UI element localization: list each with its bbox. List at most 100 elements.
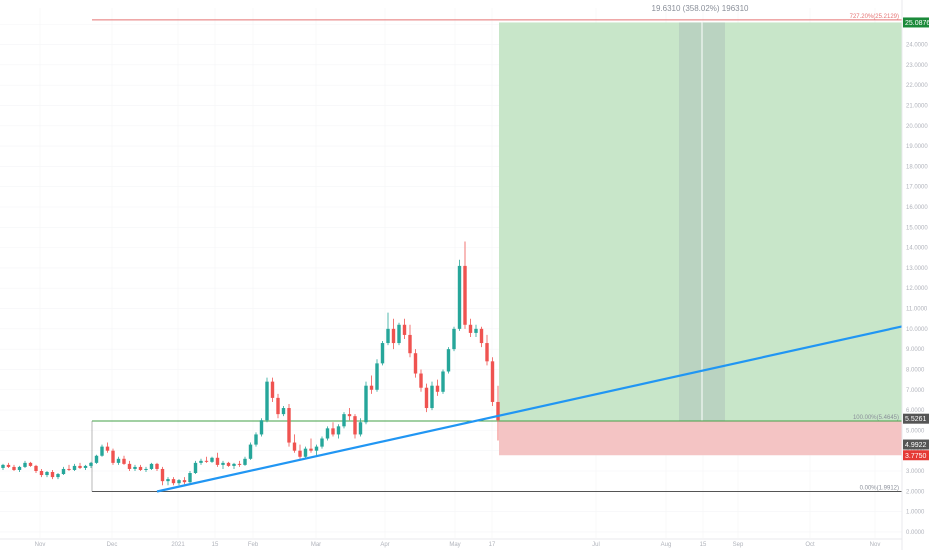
candle-body (127, 463, 132, 469)
candle (325, 426, 330, 441)
candle (160, 466, 165, 486)
candle (171, 477, 176, 486)
price-tag-label: 25.0876 (905, 20, 930, 27)
candle (276, 393, 280, 419)
candle (479, 326, 484, 348)
time-tick-label: Aug (661, 542, 672, 548)
candle (215, 452, 220, 467)
candle-body (468, 324, 473, 333)
candle (1, 463, 5, 470)
candle-body (364, 385, 368, 423)
candle-body (34, 465, 38, 471)
candle (270, 377, 275, 402)
price-tick-label: 19.0000 (906, 144, 928, 150)
price-tick-label: 8.0000 (906, 367, 925, 373)
candle (89, 461, 93, 468)
time-tick-label: 17 (489, 542, 496, 548)
price-tick-label: 9.0000 (906, 347, 925, 353)
price-tag: 3.7750 (903, 450, 929, 461)
fib-level-label: 100.00%(5.4645) (853, 415, 899, 421)
candle (199, 458, 203, 465)
candle (28, 461, 33, 467)
candle-body (182, 480, 187, 483)
candle-body (336, 426, 341, 435)
price-tag: 4.9922 (903, 439, 929, 450)
time-tick-label: 2021 (171, 542, 185, 548)
candle (254, 432, 258, 447)
candle (34, 464, 38, 474)
candle (496, 385, 500, 441)
candle-body (50, 472, 55, 478)
time-tick-label: Nov (35, 542, 46, 548)
time-axis[interactable]: Nov Dec 2021 15 Feb Mar Apr May 17 Jul Aug 15 Sep Oct… (0, 538, 902, 548)
candle-body (160, 468, 165, 482)
candle (144, 466, 148, 473)
candle-body (122, 458, 126, 464)
price-tick-label: 7.0000 (906, 388, 925, 394)
price-tick-label: 3.0000 (906, 469, 925, 475)
price-tag: 5.5261 (903, 413, 929, 424)
candle-body (12, 466, 16, 470)
candle (287, 403, 291, 447)
candle-body (287, 408, 291, 443)
candle (342, 412, 346, 429)
candle-body (276, 397, 280, 415)
candle-body (171, 479, 176, 484)
price-tick-label: 12.0000 (906, 286, 928, 292)
candle (188, 470, 192, 484)
time-tick-label: 15 (212, 542, 219, 548)
price-axis[interactable]: 25.000024.000023.000022.000021.000020.00… (901, 0, 932, 550)
price-tick-label: 21.0000 (906, 103, 928, 109)
candle (474, 324, 478, 337)
candle (435, 379, 440, 396)
candle-body (430, 385, 434, 409)
candle-body (45, 472, 49, 476)
time-tick-label: Feb (248, 542, 259, 548)
candle (100, 444, 104, 457)
trendline-segment[interactable] (156, 325, 903, 493)
candle (265, 377, 269, 423)
price-tick-label: 10.0000 (906, 327, 928, 333)
candle-body (144, 468, 148, 470)
price-tick-label: 13.0000 (906, 266, 928, 272)
trendline[interactable] (156, 325, 903, 493)
candle-body (320, 438, 324, 447)
candle-body (67, 468, 71, 470)
candle-body (83, 465, 88, 468)
candle (50, 469, 55, 480)
candle-body (413, 353, 418, 374)
candle-body (56, 474, 60, 478)
candle (243, 456, 247, 466)
time-tick-label: Apr (380, 542, 389, 548)
fib-level-label: 0.00%(1.9912) (860, 485, 899, 491)
candle-body (485, 343, 489, 362)
candle-body (342, 414, 346, 427)
candle-body (391, 328, 396, 344)
candle (56, 473, 60, 480)
price-tick-label: 15.0000 (906, 225, 928, 231)
candle-body (78, 465, 82, 468)
stop-loss-zone (499, 420, 902, 456)
candle (364, 381, 368, 425)
candle (441, 369, 445, 394)
candle (419, 369, 423, 392)
candle (83, 464, 88, 470)
price-tick-label: 16.0000 (906, 205, 928, 211)
candle-body (292, 442, 297, 451)
candle-body (474, 328, 478, 333)
candle-body (435, 385, 440, 392)
candle-body (419, 373, 423, 388)
candle-body (397, 324, 401, 344)
candle (122, 455, 126, 465)
price-tick-label: 20.0000 (906, 124, 928, 130)
candle (94, 454, 99, 464)
candle (446, 347, 451, 374)
candle (221, 460, 225, 469)
candle-body (408, 334, 412, 354)
candle-body (259, 420, 264, 435)
candle-body (331, 428, 335, 435)
candle (17, 465, 22, 473)
candle-body (100, 446, 104, 456)
candle (23, 460, 27, 468)
